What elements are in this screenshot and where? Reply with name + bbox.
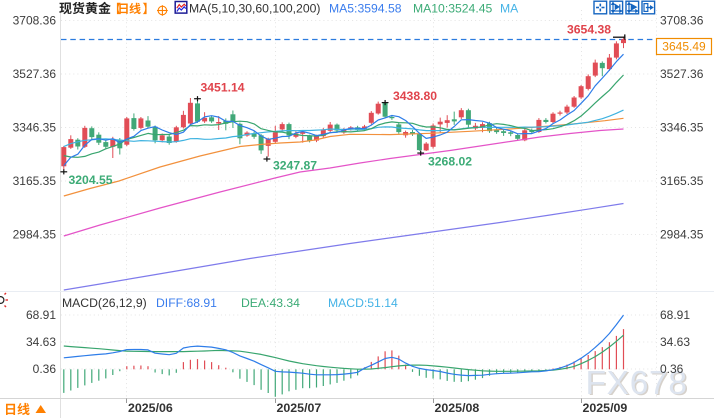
svg-text:MA: MA bbox=[500, 2, 519, 16]
svg-text:3451.14: 3451.14 bbox=[201, 81, 245, 95]
svg-text:2025/08: 2025/08 bbox=[435, 401, 480, 415]
svg-text:3527.36: 3527.36 bbox=[660, 67, 704, 81]
svg-text:3268.02: 3268.02 bbox=[428, 155, 472, 169]
svg-text:DIFF:68.91: DIFF:68.91 bbox=[156, 296, 217, 310]
svg-text:2984.35: 2984.35 bbox=[13, 228, 57, 242]
svg-text:3346.35: 3346.35 bbox=[660, 121, 704, 135]
svg-text:MACD(26,12,9): MACD(26,12,9) bbox=[62, 296, 147, 310]
svg-text:3527.36: 3527.36 bbox=[13, 67, 57, 81]
svg-text:34.63: 34.63 bbox=[660, 335, 690, 349]
svg-text:3165.35: 3165.35 bbox=[660, 174, 704, 188]
svg-text:0.36: 0.36 bbox=[660, 362, 684, 376]
svg-text:68.91: 68.91 bbox=[26, 308, 56, 322]
svg-text:MA10:3524.45: MA10:3524.45 bbox=[413, 2, 493, 16]
svg-text:3247.87: 3247.87 bbox=[273, 159, 317, 173]
svg-text:3708.36: 3708.36 bbox=[660, 14, 704, 28]
svg-text:2025/06: 2025/06 bbox=[128, 401, 173, 415]
svg-text:2984.35: 2984.35 bbox=[660, 228, 704, 242]
svg-text:3346.35: 3346.35 bbox=[13, 121, 57, 135]
svg-text:3165.35: 3165.35 bbox=[13, 174, 57, 188]
svg-text:3438.80: 3438.80 bbox=[393, 89, 437, 103]
svg-text:2025/07: 2025/07 bbox=[277, 401, 322, 415]
svg-text:34.63: 34.63 bbox=[26, 335, 56, 349]
svg-text:MA(5,10,30,60,100,200): MA(5,10,30,60,100,200) bbox=[189, 2, 320, 16]
svg-text:FX678: FX678 bbox=[587, 366, 689, 403]
svg-text:2025/09: 2025/09 bbox=[583, 401, 628, 415]
svg-text:3654.38: 3654.38 bbox=[567, 23, 611, 37]
svg-text:DEA:43.34: DEA:43.34 bbox=[241, 296, 300, 310]
svg-text:3708.36: 3708.36 bbox=[13, 14, 57, 28]
svg-text:0.36: 0.36 bbox=[33, 362, 57, 376]
svg-text:68.91: 68.91 bbox=[660, 308, 690, 322]
svg-text:MACD:51.14: MACD:51.14 bbox=[328, 296, 398, 310]
svg-text:FX678: FX678 bbox=[586, 365, 688, 402]
svg-text:MA5:3594.58: MA5:3594.58 bbox=[329, 2, 402, 16]
svg-text:3204.55: 3204.55 bbox=[69, 173, 113, 187]
svg-text:3645.49: 3645.49 bbox=[662, 40, 706, 54]
